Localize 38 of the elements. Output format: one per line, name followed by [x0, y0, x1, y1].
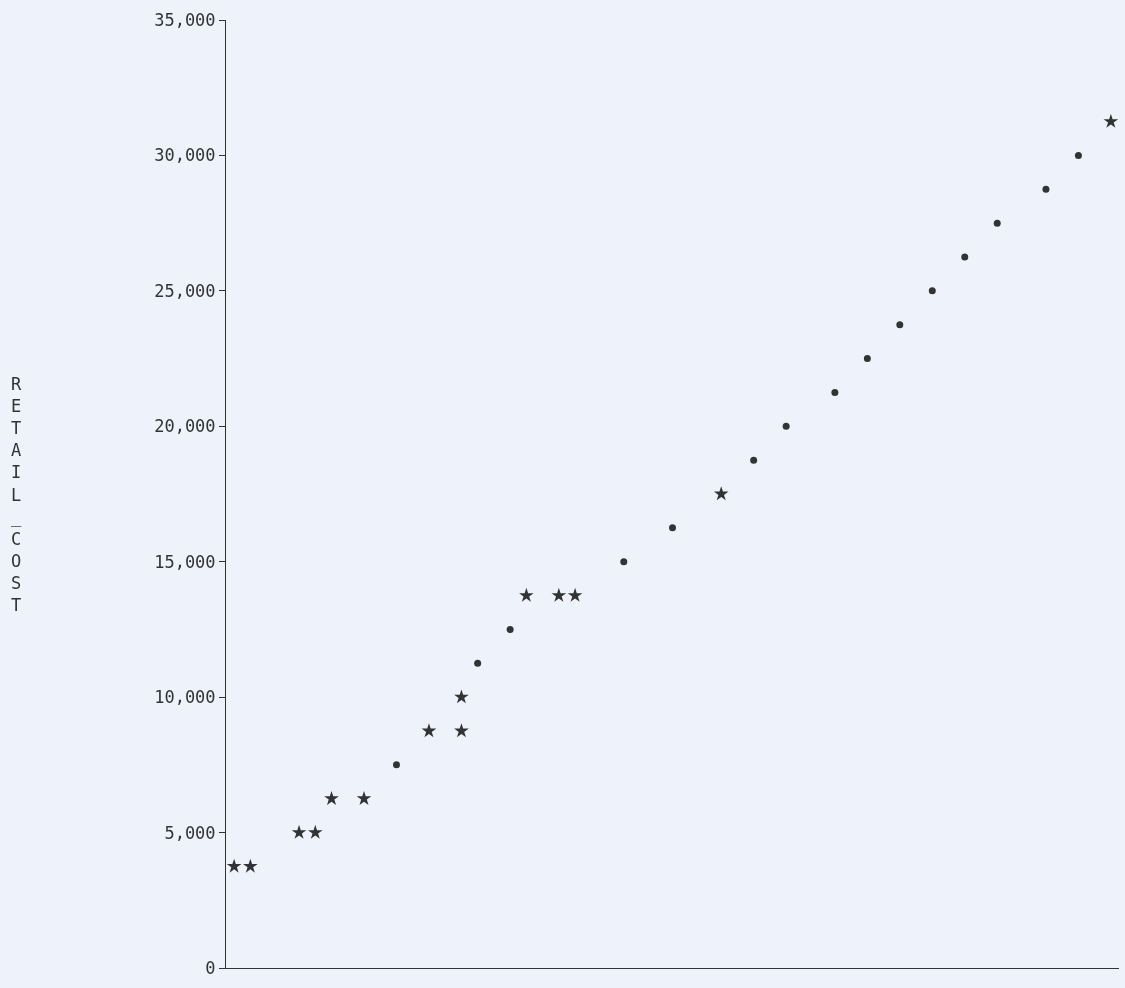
point: [291, 824, 307, 839]
point: [782, 422, 790, 430]
point: [993, 219, 1001, 227]
y-tick-label: 30,000: [154, 145, 216, 166]
y-tick-label: 0: [205, 957, 216, 978]
point: [961, 253, 969, 261]
point: [454, 723, 469, 738]
y-tick-label: 15,000: [154, 551, 216, 572]
y-tick-label: 35,000: [154, 9, 216, 30]
point: [307, 824, 323, 839]
text: RETAIL_COST: [11, 374, 22, 615]
y-tick-label: 25,000: [154, 280, 216, 301]
y-tick-label: 5,000: [164, 822, 216, 843]
point: [243, 858, 258, 873]
point: [392, 761, 400, 769]
point: [831, 388, 839, 396]
point: [226, 858, 242, 873]
point: [1042, 185, 1050, 193]
point: [713, 486, 729, 501]
y-tick-label: 10,000: [154, 687, 216, 708]
point: [669, 524, 676, 532]
point: [474, 659, 482, 667]
point: [863, 355, 871, 363]
y-tick-label: 20,000: [154, 416, 216, 437]
point: [567, 587, 583, 602]
point: [454, 689, 469, 704]
point: [324, 791, 339, 805]
point: [750, 456, 758, 464]
point: [896, 321, 904, 329]
point: [519, 587, 534, 602]
point: [421, 723, 437, 738]
point: [1074, 151, 1082, 159]
point: [620, 558, 628, 566]
point: [506, 625, 514, 633]
point: [928, 287, 936, 295]
point: [356, 791, 372, 805]
point: [551, 587, 567, 602]
point: [1103, 113, 1119, 128]
